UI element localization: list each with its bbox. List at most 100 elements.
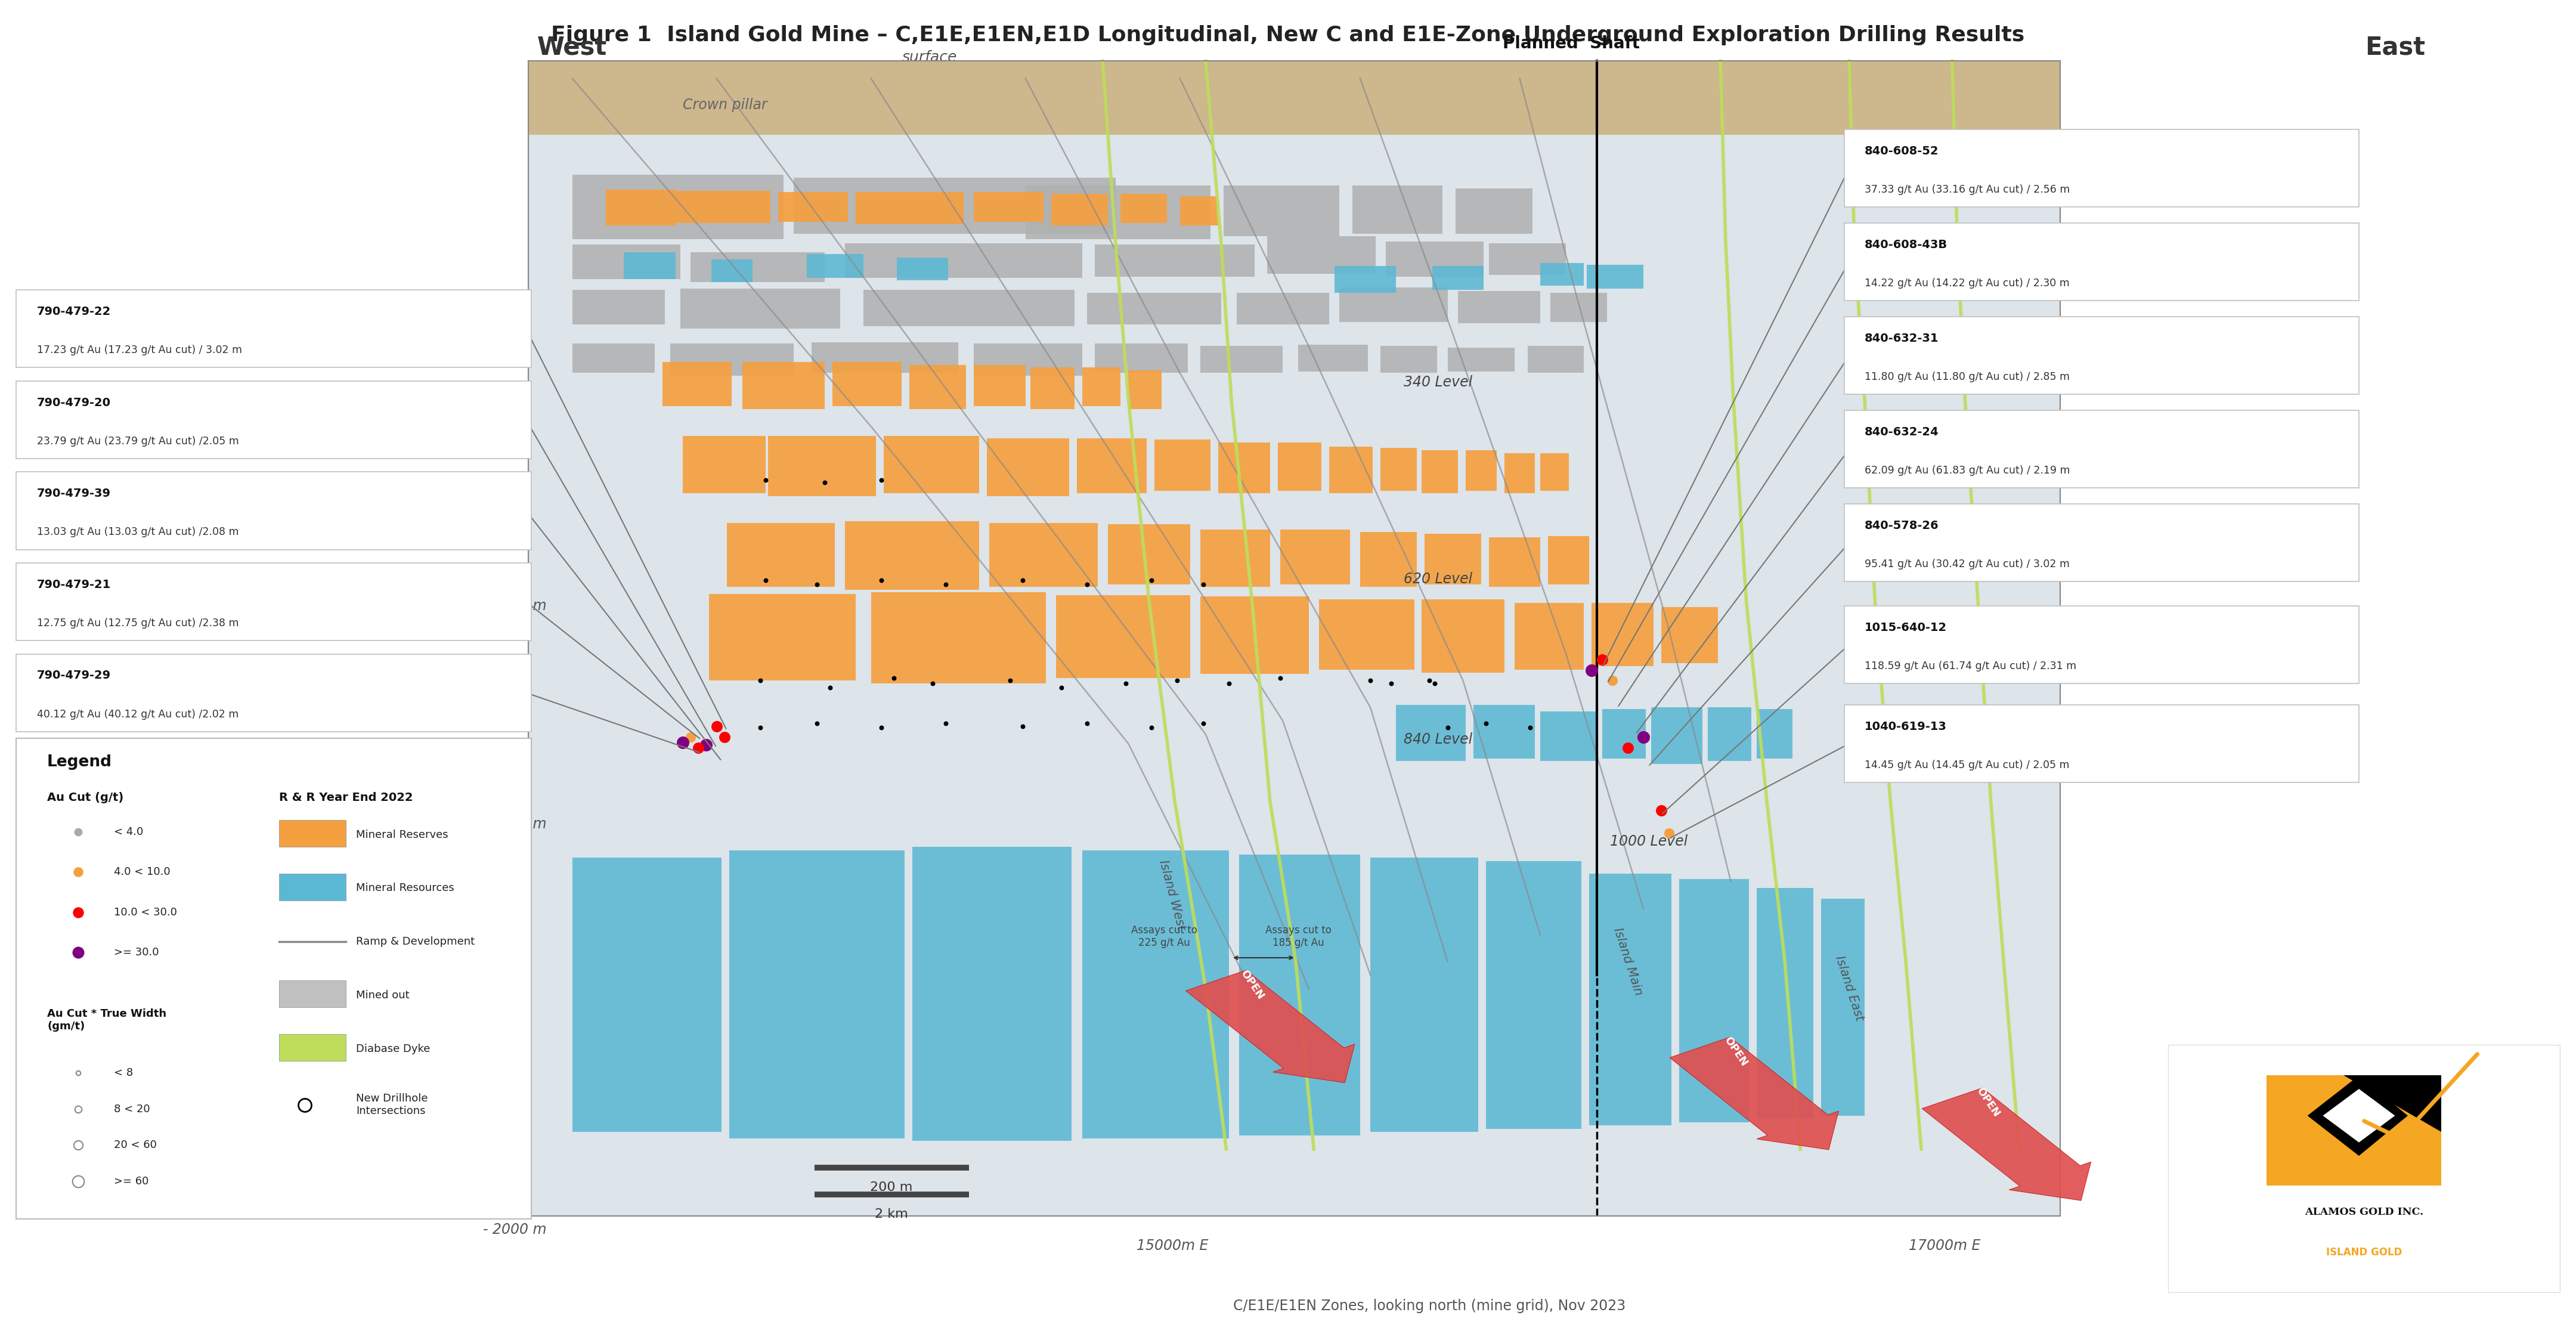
Point — [1370, 673, 1412, 694]
Text: 200 m: 200 m — [871, 1182, 912, 1193]
Bar — [572, 858, 721, 1132]
Bar — [1587, 264, 1643, 288]
Text: 620 Level: 620 Level — [1404, 572, 1473, 586]
Bar — [1540, 263, 1584, 285]
Text: 790-479-20: 790-479-20 — [36, 397, 111, 409]
Text: 790-479-21: 790-479-21 — [36, 579, 111, 591]
Bar — [1458, 291, 1540, 323]
Polygon shape — [2308, 1076, 2409, 1156]
Text: >= 30.0: >= 30.0 — [113, 947, 160, 958]
Point — [1041, 677, 1082, 698]
Text: 840-578-26: 840-578-26 — [1865, 520, 1940, 532]
Text: 62.09 g/t Au (61.83 g/t Au cut) / 2.19 m: 62.09 g/t Au (61.83 g/t Au cut) / 2.19 m — [1865, 465, 2071, 476]
Text: Diabase Dyke: Diabase Dyke — [355, 1044, 430, 1055]
Point — [796, 713, 837, 734]
Point — [989, 670, 1030, 691]
Bar — [572, 244, 680, 279]
Polygon shape — [2344, 1076, 2442, 1132]
FancyBboxPatch shape — [1844, 222, 2360, 300]
Point — [796, 574, 837, 595]
Point — [1623, 726, 1664, 748]
Point — [57, 1135, 98, 1156]
Bar — [680, 288, 840, 328]
Point — [57, 821, 98, 843]
Point — [744, 469, 786, 490]
Point — [1066, 713, 1108, 734]
FancyBboxPatch shape — [15, 738, 531, 1218]
Text: Island West: Island West — [1157, 859, 1188, 931]
Text: < 8: < 8 — [113, 1068, 134, 1079]
Bar — [1087, 292, 1221, 324]
Text: East: East — [2365, 35, 2424, 60]
Text: 1015-640-12: 1015-640-12 — [1865, 622, 1947, 634]
Bar — [1218, 442, 1270, 493]
Bar — [912, 847, 1072, 1142]
Text: 23.79 g/t Au (23.79 g/t Au cut) /2.05 m: 23.79 g/t Au (23.79 g/t Au cut) /2.05 m — [36, 435, 240, 446]
Bar — [1551, 292, 1607, 322]
Text: 20 < 60: 20 < 60 — [113, 1140, 157, 1151]
Point — [696, 716, 737, 737]
Text: C/E1E/E1EN Zones, looking north (mine grid), Nov 2023: C/E1E/E1EN Zones, looking north (mine gr… — [1234, 1298, 1625, 1313]
Bar — [1200, 529, 1270, 587]
Point — [685, 734, 726, 756]
FancyBboxPatch shape — [15, 654, 531, 732]
Bar — [974, 364, 1025, 406]
Bar — [1082, 851, 1229, 1139]
Text: 17.23 g/t Au (17.23 g/t Au cut) / 3.02 m: 17.23 g/t Au (17.23 g/t Au cut) / 3.02 m — [36, 344, 242, 355]
Text: 1000 Level: 1000 Level — [1610, 835, 1687, 848]
Bar — [708, 594, 855, 681]
Text: surface: surface — [902, 50, 956, 64]
Point — [670, 726, 711, 748]
Bar — [896, 257, 948, 280]
Bar — [1224, 185, 1340, 236]
Bar — [1515, 603, 1584, 670]
Bar — [711, 259, 752, 281]
Text: 8 < 20: 8 < 20 — [113, 1104, 149, 1115]
Bar — [2169, 1045, 2561, 1292]
Text: 118.59 g/t Au (61.74 g/t Au cut) / 2.31 m: 118.59 g/t Au (61.74 g/t Au cut) / 2.31 … — [1865, 661, 2076, 671]
Point — [1571, 659, 1613, 681]
Bar — [778, 192, 848, 221]
Text: Figure 1  Island Gold Mine – C,E1E,E1EN,E1D Longitudinal, New C and E1E-Zone Und: Figure 1 Island Gold Mine – C,E1E,E1EN,E… — [551, 25, 2025, 46]
Bar — [1180, 196, 1218, 225]
Point — [1350, 670, 1391, 691]
Text: Ramp & Development: Ramp & Development — [355, 937, 474, 947]
Text: 37.33 g/t Au (33.16 g/t Au cut) / 2.56 m: 37.33 g/t Au (33.16 g/t Au cut) / 2.56 m — [1865, 184, 2071, 194]
Bar — [1757, 888, 1814, 1119]
FancyBboxPatch shape — [15, 289, 531, 367]
Point — [57, 862, 98, 883]
Bar — [572, 289, 665, 324]
Bar — [989, 523, 1097, 587]
FancyBboxPatch shape — [1844, 504, 2360, 582]
Text: 840-608-52: 840-608-52 — [1865, 145, 1940, 157]
Bar — [1425, 533, 1481, 584]
Point — [860, 570, 902, 591]
Bar — [974, 343, 1082, 375]
Text: 840 Level: 840 Level — [1404, 733, 1473, 746]
Bar — [1455, 188, 1533, 233]
Bar — [1381, 448, 1417, 490]
Bar — [1319, 599, 1414, 670]
Point — [1592, 670, 1633, 691]
Bar — [884, 435, 979, 493]
Text: - 1000 m: - 1000 m — [484, 817, 546, 831]
Bar — [662, 362, 732, 406]
Text: 14.22 g/t Au (14.22 g/t Au cut) / 2.30 m: 14.22 g/t Au (14.22 g/t Au cut) / 2.30 m — [1865, 277, 2069, 288]
Text: 17000m E: 17000m E — [1909, 1238, 1981, 1253]
Point — [925, 713, 966, 734]
Point — [1641, 800, 1682, 821]
Text: 840-632-24: 840-632-24 — [1865, 426, 1940, 438]
Point — [1182, 574, 1224, 595]
Bar — [1432, 265, 1484, 289]
FancyBboxPatch shape — [1844, 410, 2360, 488]
Bar — [1381, 346, 1437, 373]
Text: OPEN: OPEN — [1723, 1034, 1749, 1068]
Bar — [1422, 450, 1458, 493]
Bar — [572, 174, 783, 239]
Text: Mineral Resources: Mineral Resources — [355, 883, 453, 894]
Bar — [1121, 193, 1167, 222]
Text: 840-632-31: 840-632-31 — [1865, 332, 1940, 344]
Text: >= 60: >= 60 — [113, 1177, 149, 1187]
Text: 11.80 g/t Au (11.80 g/t Au cut) / 2.85 m: 11.80 g/t Au (11.80 g/t Au cut) / 2.85 m — [1865, 371, 2069, 382]
Bar — [1095, 343, 1188, 373]
